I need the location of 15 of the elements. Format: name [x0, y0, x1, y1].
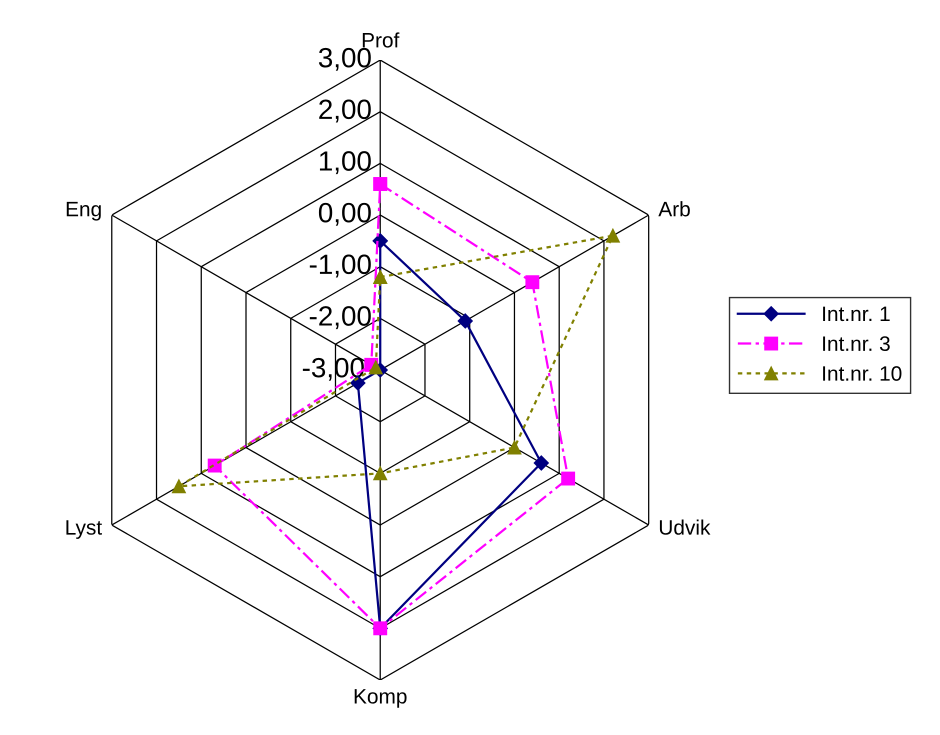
- spoke-label: Udvik: [660, 519, 710, 535]
- spoke-label: Prof: [362, 32, 400, 48]
- y-tick-label: 0,00: [318, 202, 371, 226]
- spoke-label: Arb: [658, 201, 690, 216]
- legend-label: Int.nr. 10: [823, 366, 902, 381]
- y-tick-label: -1,00: [310, 254, 371, 278]
- spoke-label: Komp: [354, 689, 407, 708]
- y-tick-label: -2,00: [310, 306, 371, 330]
- y-tick-label: 3,00: [318, 48, 371, 71]
- spoke-label: Lyst: [66, 520, 102, 539]
- y-tick-label: 2,00: [319, 100, 371, 122]
- legend-label: Int.nr. 3: [823, 336, 890, 352]
- y-tick-label: 1,00: [320, 151, 371, 174]
- spoke-label: Eng: [66, 202, 101, 221]
- legend-label: Int.nr. 1: [823, 306, 890, 322]
